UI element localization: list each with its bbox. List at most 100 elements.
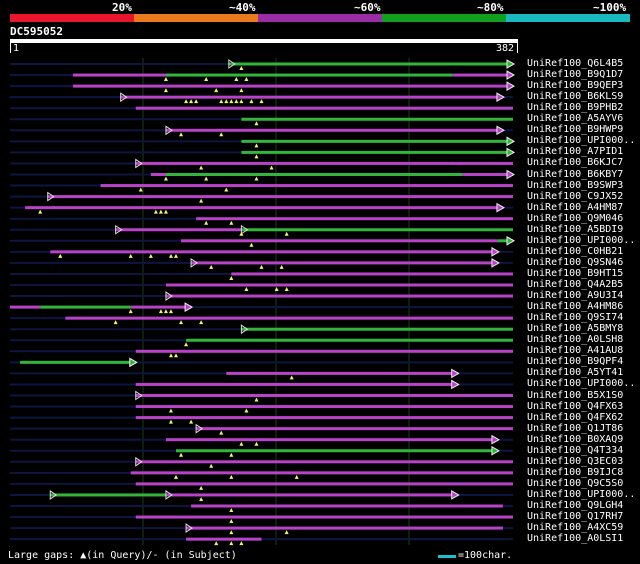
alignment-segment <box>186 526 503 530</box>
hit-label[interactable]: UniRef100_A4HM86 <box>527 301 624 313</box>
query-gap-marker <box>219 430 224 435</box>
query-gap-marker <box>58 253 63 258</box>
hit-label[interactable]: UniRef100_A9U3I4 <box>527 290 624 302</box>
hit-label[interactable]: UniRef100_UPI000.. <box>527 135 636 147</box>
hit-label[interactable]: UniRef100_Q3EC03 <box>527 455 624 467</box>
alignment-end-arrow <box>506 70 516 80</box>
hit-label[interactable]: UniRef100_B9HT15 <box>527 267 624 279</box>
hit-label[interactable]: UniRef100_B9PHB2 <box>527 102 624 114</box>
query-gap-marker <box>289 375 294 380</box>
query-gap-marker <box>229 275 234 280</box>
hit-label[interactable]: UniRef100_Q9M046 <box>527 212 624 224</box>
hit-label[interactable]: UniRef100_Q9LGH4 <box>527 500 624 511</box>
hit-label[interactable]: UniRef100_Q4FX63 <box>527 400 624 412</box>
alignment-end-arrow <box>496 92 505 103</box>
query-gap-marker <box>184 342 189 347</box>
legend-segment <box>10 14 134 22</box>
hit-label[interactable]: UniRef100_Q17RH7 <box>527 511 624 523</box>
alignment-segment <box>72 84 166 88</box>
hit-label[interactable]: UniRef100_UPI000.. <box>527 488 636 500</box>
hit-label[interactable]: UniRef100_B9SWP3 <box>527 179 624 191</box>
hit-label[interactable]: UniRef100_B9QEP3 <box>527 80 624 92</box>
segment-boundary-arrow <box>135 158 143 169</box>
alignment-end-arrow <box>506 59 516 69</box>
alignment-segment <box>72 73 166 77</box>
hit-label[interactable]: UniRef100_B9QPF4 <box>527 356 624 368</box>
alignment-segment <box>135 394 513 397</box>
hit-label[interactable]: UniRef100_B9IJC8 <box>527 466 624 478</box>
hit-label[interactable]: UniRef100_Q6L4B5 <box>527 58 624 69</box>
query-gap-marker <box>173 353 178 358</box>
hit-label[interactable]: UniRef100_UPI000.. <box>527 234 636 246</box>
query-gap-marker <box>244 287 249 291</box>
hit-label[interactable]: UniRef100_B9HWP9 <box>527 124 624 136</box>
segment-boundary-arrow <box>165 291 173 301</box>
hit-label[interactable]: UniRef100_A5AYV6 <box>527 113 624 125</box>
alignment-end-arrow <box>451 490 460 500</box>
query-gap-marker <box>259 99 264 104</box>
query-gap-marker <box>254 121 259 126</box>
hit-label[interactable]: UniRef100_Q1JT86 <box>527 422 624 434</box>
hit-label[interactable]: UniRef100_C0HB21 <box>527 245 624 257</box>
hit-label[interactable]: UniRef100_A5YT41 <box>527 367 624 379</box>
alignment-segment <box>50 250 498 254</box>
query-gap-marker <box>199 198 204 203</box>
hit-label[interactable]: UniRef100_Q4T334 <box>527 444 624 456</box>
query-gap-marker <box>199 496 204 501</box>
hit-label[interactable]: UniRef100_B0XAQ9 <box>527 433 624 445</box>
query-gap-marker <box>189 419 194 424</box>
hit-label[interactable]: UniRef100_Q4A2B5 <box>527 279 624 290</box>
query-id: DC595052 <box>10 25 63 38</box>
hit-label[interactable]: UniRef100_B9Q1D7 <box>527 69 624 81</box>
query-gap-marker <box>173 253 178 258</box>
hit-label[interactable]: UniRef100_Q9C5S0 <box>527 477 624 489</box>
query-gap-marker <box>214 541 219 546</box>
hit-label[interactable]: UniRef100_A7PID1 <box>527 146 624 158</box>
hit-label[interactable]: UniRef100_A5BDI9 <box>527 223 624 235</box>
query-gap-marker <box>229 530 234 535</box>
hit-label[interactable]: UniRef100_A5BMY8 <box>527 323 624 335</box>
query-gap-marker <box>138 187 143 192</box>
query-gap-marker <box>168 419 173 424</box>
hit-label[interactable]: UniRef100_A0LSH8 <box>527 334 624 346</box>
hit-label[interactable]: UniRef100_A4XC59 <box>527 522 624 534</box>
alignment-end-arrow <box>491 434 500 445</box>
query-gap-marker <box>239 66 244 70</box>
query-gap-marker <box>199 320 204 325</box>
hit-label[interactable]: UniRef100_B5X1S0 <box>527 389 624 401</box>
alignment-segment <box>135 106 513 110</box>
query-gap-marker <box>284 530 289 535</box>
hit-label[interactable]: UniRef100_UPI000.. <box>527 378 636 390</box>
query-gap-marker <box>179 132 184 137</box>
alignment-segment <box>241 150 513 154</box>
alignment-segment <box>135 515 513 519</box>
query-gap-marker <box>249 99 254 104</box>
hit-label[interactable]: UniRef100_B6KBY7 <box>527 168 624 180</box>
segment-boundary-arrow <box>165 490 173 500</box>
gap-legend: Large gaps: ▲(in Query)/- (in Subject) <box>8 550 237 561</box>
hit-label[interactable]: UniRef100_A4HM87 <box>527 201 624 213</box>
segment-boundary-arrow <box>240 224 249 235</box>
alignment-segment <box>497 239 513 243</box>
alignment-segment <box>165 128 503 132</box>
segment-boundary-arrow <box>135 390 143 401</box>
hit-label[interactable]: UniRef100_A41AU8 <box>527 345 624 357</box>
query-gap-marker <box>214 88 219 93</box>
hit-label[interactable]: UniRef100_A0LSI1 <box>527 533 624 545</box>
alignment-segment <box>231 272 513 276</box>
hit-label[interactable]: UniRef100_B6KLS9 <box>527 91 624 103</box>
alignment-end-arrow <box>506 136 516 147</box>
alignment-segment <box>135 416 513 420</box>
alignment-segment <box>25 206 503 210</box>
hit-label[interactable]: UniRef100_B6KJC7 <box>527 157 624 169</box>
segment-boundary-arrow <box>135 456 143 467</box>
hit-label[interactable]: UniRef100_Q9SI74 <box>527 312 624 324</box>
hit-label[interactable]: UniRef100_Q4FX62 <box>527 411 624 423</box>
alignment-segment <box>135 382 458 386</box>
alignment-end-arrow <box>496 202 505 213</box>
hit-label[interactable]: UniRef100_C9JX52 <box>527 190 624 202</box>
query-gap-marker <box>239 99 244 104</box>
hit-label[interactable]: UniRef100_Q9SN46 <box>527 256 624 268</box>
segment-boundary-arrow <box>185 523 193 534</box>
